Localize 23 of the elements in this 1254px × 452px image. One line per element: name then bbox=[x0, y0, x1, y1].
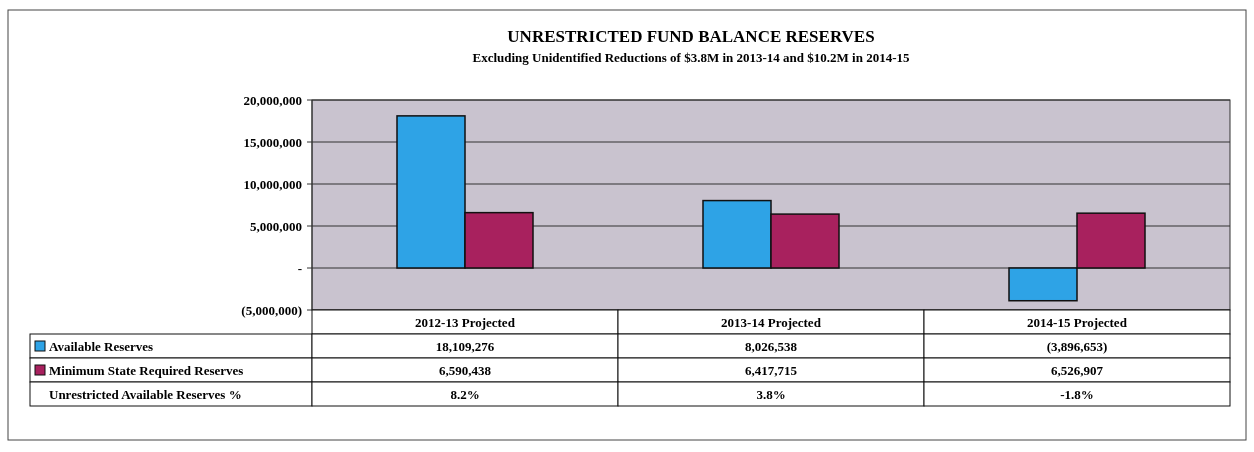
y-tick-label: 20,000,000 bbox=[243, 92, 302, 108]
text: -1.8% bbox=[1060, 386, 1094, 402]
y-tick-label: 10,000,000 bbox=[243, 176, 302, 192]
data-label: 6,417,715 bbox=[745, 362, 798, 378]
data-label: 6,590,438 bbox=[439, 362, 492, 378]
text: 3.8% bbox=[756, 386, 786, 402]
text: Unrestricted Available Reserves % bbox=[49, 386, 242, 402]
legend-label: Available Reserves bbox=[49, 338, 154, 354]
y-tick-label: 5,000,000 bbox=[250, 218, 302, 234]
data-label: 6,526,907 bbox=[1051, 362, 1104, 378]
chart-subtitle: Excluding Unidentified Reductions of $3.8M in 2013-14 and $10.2M in 2014-15 bbox=[472, 50, 910, 65]
x-tick-label: 2013-14 Projected bbox=[721, 314, 822, 330]
x-tick-label: 2012-13 Projected bbox=[415, 314, 516, 330]
y-tick-label: 15,000,000 bbox=[243, 134, 302, 150]
data-label: 8,026,538 bbox=[745, 338, 798, 354]
x-tick-label: 2014-15 Projected bbox=[1027, 314, 1128, 330]
data-label: (3,896,653) bbox=[1046, 338, 1108, 354]
y-tick-label: (5,000,000) bbox=[241, 302, 302, 318]
legend-label: Minimum State Required Reserves bbox=[49, 362, 244, 378]
chart-title: UNRESTRICTED FUND BALANCE RESERVES bbox=[507, 27, 875, 46]
y-tick-label: - bbox=[297, 260, 302, 276]
text: 8.2% bbox=[450, 386, 480, 402]
data-label: 18,109,276 bbox=[435, 338, 495, 354]
